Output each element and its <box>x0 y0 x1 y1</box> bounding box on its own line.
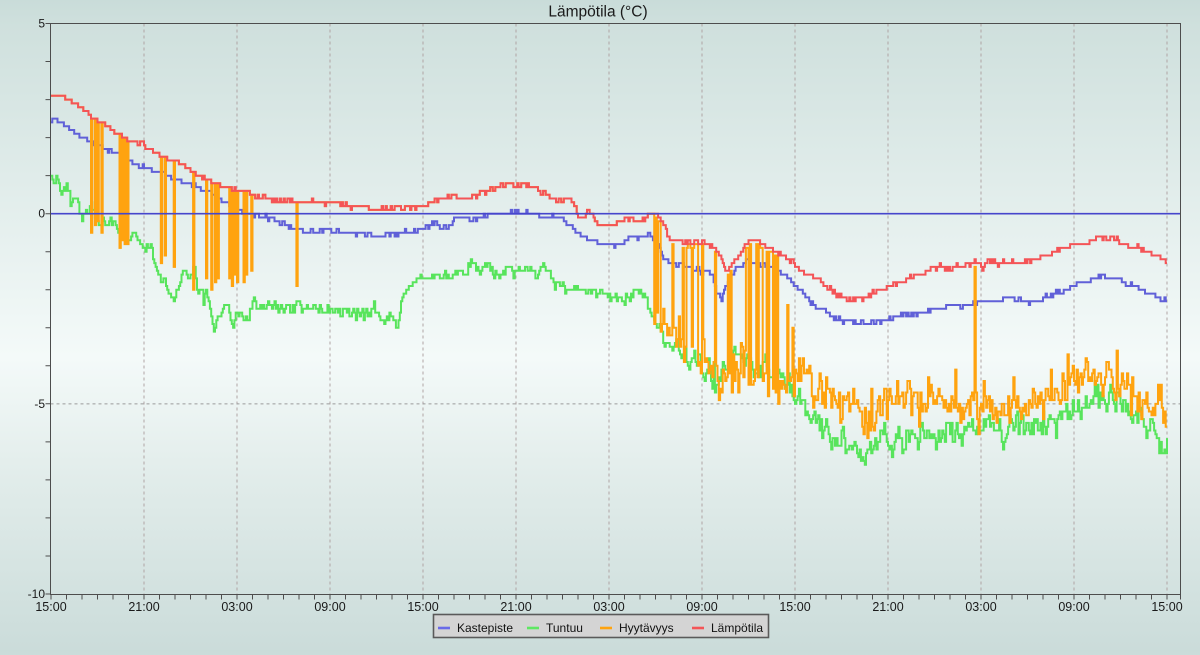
svg-text:21:00: 21:00 <box>872 600 903 614</box>
svg-text:0: 0 <box>38 207 45 221</box>
svg-text:09:00: 09:00 <box>314 600 345 614</box>
svg-text:21:00: 21:00 <box>128 600 159 614</box>
svg-text:Lämpötila (°C): Lämpötila (°C) <box>548 4 647 21</box>
svg-text:Hyytävyys: Hyytävyys <box>619 621 674 635</box>
svg-text:Kastepiste: Kastepiste <box>457 621 513 635</box>
svg-text:03:00: 03:00 <box>965 600 996 614</box>
svg-text:21:00: 21:00 <box>500 600 531 614</box>
svg-text:Lämpötila: Lämpötila <box>711 621 763 635</box>
svg-text:5: 5 <box>38 17 45 31</box>
svg-text:Tuntuu: Tuntuu <box>546 621 583 635</box>
svg-text:15:00: 15:00 <box>779 600 810 614</box>
svg-text:03:00: 03:00 <box>221 600 252 614</box>
svg-text:-5: -5 <box>34 397 45 411</box>
svg-text:09:00: 09:00 <box>1058 600 1089 614</box>
svg-text:15:00: 15:00 <box>407 600 438 614</box>
svg-text:15:00: 15:00 <box>1151 600 1182 614</box>
svg-text:-10: -10 <box>28 587 46 601</box>
svg-text:09:00: 09:00 <box>686 600 717 614</box>
svg-text:15:00: 15:00 <box>35 600 66 614</box>
svg-text:03:00: 03:00 <box>593 600 624 614</box>
